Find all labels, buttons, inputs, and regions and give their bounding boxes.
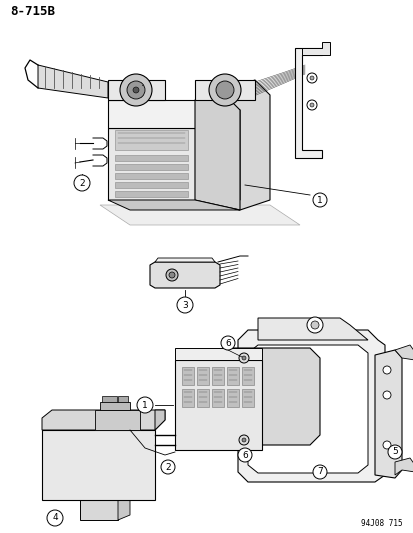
Polygon shape (100, 205, 299, 225)
Polygon shape (237, 330, 384, 482)
Circle shape (120, 74, 152, 106)
Polygon shape (175, 360, 261, 450)
Text: 6: 6 (225, 338, 230, 348)
Circle shape (387, 445, 401, 459)
Polygon shape (42, 430, 154, 500)
Circle shape (221, 336, 235, 350)
Circle shape (177, 297, 192, 313)
Polygon shape (154, 410, 165, 430)
Circle shape (169, 272, 175, 278)
Circle shape (310, 321, 318, 329)
Text: 6: 6 (242, 450, 247, 459)
Polygon shape (115, 155, 188, 161)
Polygon shape (42, 410, 165, 430)
Polygon shape (242, 389, 254, 407)
Polygon shape (247, 345, 367, 473)
Polygon shape (197, 389, 209, 407)
Polygon shape (108, 80, 165, 100)
Polygon shape (242, 367, 254, 385)
Text: 7: 7 (316, 467, 322, 477)
Polygon shape (118, 495, 130, 520)
Text: 4: 4 (52, 513, 58, 522)
Polygon shape (108, 128, 195, 200)
Polygon shape (182, 367, 194, 385)
Polygon shape (154, 258, 214, 262)
Polygon shape (95, 410, 140, 430)
Polygon shape (118, 396, 128, 402)
Polygon shape (115, 164, 188, 170)
Text: 2: 2 (165, 463, 171, 472)
Polygon shape (150, 262, 219, 288)
Circle shape (238, 353, 248, 363)
Text: ·: · (141, 81, 145, 91)
Polygon shape (108, 100, 230, 128)
Polygon shape (115, 182, 188, 188)
Text: 1: 1 (142, 400, 147, 409)
Polygon shape (182, 389, 194, 407)
Polygon shape (226, 367, 238, 385)
Polygon shape (195, 80, 269, 210)
Circle shape (161, 460, 175, 474)
Circle shape (238, 435, 248, 445)
Polygon shape (394, 345, 413, 360)
Polygon shape (257, 318, 367, 340)
Circle shape (133, 87, 139, 93)
Circle shape (242, 438, 245, 442)
Circle shape (309, 76, 313, 80)
Text: 8-715B: 8-715B (10, 5, 55, 18)
Polygon shape (175, 348, 261, 360)
Circle shape (382, 441, 390, 449)
Polygon shape (195, 100, 240, 210)
Circle shape (166, 269, 178, 281)
Circle shape (382, 366, 390, 374)
Circle shape (216, 81, 233, 99)
Polygon shape (294, 48, 321, 158)
Polygon shape (102, 396, 117, 402)
Circle shape (306, 73, 316, 83)
Polygon shape (108, 200, 240, 210)
Polygon shape (219, 348, 319, 445)
Polygon shape (115, 173, 188, 179)
Polygon shape (100, 402, 130, 410)
Circle shape (306, 317, 322, 333)
Text: 5: 5 (391, 448, 397, 456)
Circle shape (242, 356, 245, 360)
Text: 2: 2 (79, 179, 85, 188)
Polygon shape (38, 65, 108, 98)
Circle shape (127, 81, 145, 99)
Polygon shape (394, 458, 413, 475)
Polygon shape (374, 350, 401, 478)
Polygon shape (80, 500, 118, 520)
Circle shape (74, 175, 90, 191)
Polygon shape (195, 80, 254, 100)
Circle shape (306, 100, 316, 110)
Text: 94J08 715: 94J08 715 (361, 519, 402, 528)
Circle shape (47, 510, 63, 526)
Circle shape (312, 193, 326, 207)
Polygon shape (115, 191, 188, 197)
Text: 1: 1 (316, 196, 322, 205)
Circle shape (137, 397, 153, 413)
Text: 3: 3 (182, 301, 188, 310)
Polygon shape (226, 389, 238, 407)
Circle shape (237, 448, 252, 462)
Polygon shape (211, 389, 223, 407)
Circle shape (309, 103, 313, 107)
Circle shape (209, 74, 240, 106)
Circle shape (382, 391, 390, 399)
Polygon shape (115, 130, 188, 150)
Polygon shape (197, 367, 209, 385)
Polygon shape (211, 367, 223, 385)
Circle shape (312, 465, 326, 479)
Polygon shape (301, 42, 329, 55)
